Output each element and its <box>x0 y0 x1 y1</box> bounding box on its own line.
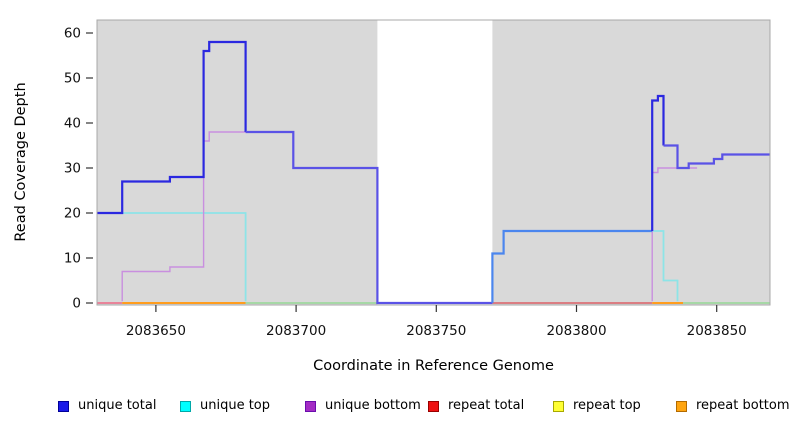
plot-border <box>96 19 771 306</box>
x-tick-label: 2083650 <box>126 323 186 339</box>
series-line-unique-total <box>663 144 770 170</box>
x-tick-label: 2083850 <box>687 323 747 339</box>
y-tick-label: 0 <box>72 296 81 312</box>
series-line-unique-total <box>651 94 665 231</box>
legend: unique total unique top unique bottom repea… <box>0 399 792 419</box>
x-tick-label: 2083750 <box>406 323 466 339</box>
legend-swatch-icon <box>553 400 564 412</box>
coverage-gap-band <box>377 20 493 305</box>
x-axis-label: Coordinate in Reference Genome <box>313 358 554 374</box>
legend-swatch-icon <box>180 400 191 412</box>
legend-item-unique-bottom: unique bottom <box>305 399 421 413</box>
chart-canvas: 2083650 2083700 2083750 2083800 2083850 0 10 20… <box>64 19 771 339</box>
y-tick-label: 10 <box>64 251 81 267</box>
y-axis-label: Read Coverage Depth <box>13 82 29 242</box>
y-tick-label: 50 <box>64 71 81 87</box>
legend-label: unique top <box>200 398 271 413</box>
legend-item-repeat-top: repeat top <box>553 399 641 413</box>
x-tick-label: 2083700 <box>266 323 326 339</box>
series-line-unique-top <box>652 230 679 302</box>
series-line-unique-total <box>491 229 653 303</box>
legend-label: repeat top <box>573 398 641 413</box>
legend-item-repeat-bottom: repeat bottom <box>676 399 790 413</box>
series-line-unique-total <box>245 130 493 305</box>
legend-label: unique total <box>78 398 157 413</box>
legend-label: repeat bottom <box>696 398 790 413</box>
legend-label: repeat total <box>448 398 525 413</box>
series-line-unique-total <box>97 40 247 215</box>
x-tick-label: 2083800 <box>546 323 606 339</box>
legend-item-unique-top: unique top <box>180 399 270 413</box>
series-line-unique-top <box>97 212 247 302</box>
legend-item-repeat-total: repeat total <box>428 399 524 413</box>
y-tick-label: 20 <box>64 206 81 222</box>
legend-label: unique bottom <box>325 398 421 413</box>
y-tick-label: 40 <box>64 116 81 132</box>
legend-swatch-icon <box>428 400 439 412</box>
y-tick-label: 60 <box>64 26 81 42</box>
legend-item-unique-total: unique total <box>58 399 156 413</box>
legend-swatch-icon <box>676 400 687 412</box>
legend-swatch-icon <box>305 400 316 412</box>
legend-swatch-icon <box>58 400 69 412</box>
y-tick-label: 30 <box>64 161 81 177</box>
